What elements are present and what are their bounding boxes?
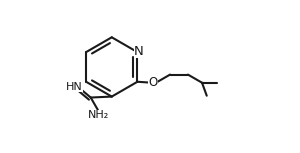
Text: NH₂: NH₂ bbox=[88, 110, 110, 120]
Text: N: N bbox=[134, 45, 144, 58]
Text: HN: HN bbox=[66, 82, 83, 91]
Text: O: O bbox=[149, 76, 158, 89]
